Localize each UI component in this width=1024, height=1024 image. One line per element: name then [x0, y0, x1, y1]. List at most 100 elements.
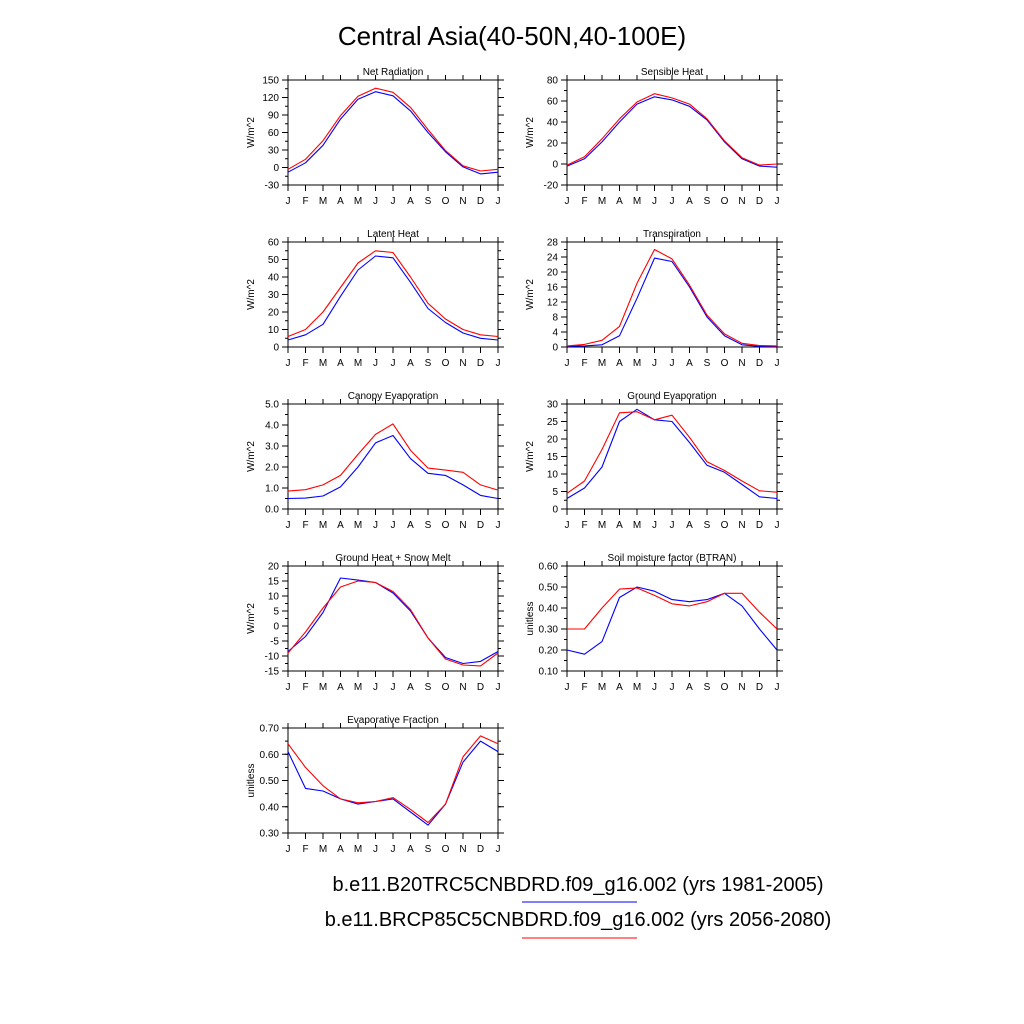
y-tick-label: 120 [262, 93, 279, 104]
panel-title: Latent Heat [367, 229, 419, 240]
y-tick-label: 50 [268, 255, 280, 266]
y-tick-label: 15 [547, 452, 559, 463]
series-line-b [566, 248, 778, 347]
x-tick-label: A [337, 358, 344, 369]
x-tick-label: S [704, 196, 711, 207]
x-tick-label: N [459, 682, 466, 693]
plot-frame [287, 565, 499, 672]
x-tick-label: N [459, 196, 466, 207]
y-tick-label: 80 [547, 76, 559, 87]
x-tick-label: O [721, 358, 729, 369]
x-tick-label: S [425, 844, 432, 855]
series-line-b [287, 423, 499, 492]
x-tick-label: J [670, 196, 675, 207]
panel-title: Ground Evaporation [627, 391, 717, 402]
series-line-a [566, 96, 778, 168]
y-tick-label: -20 [544, 181, 559, 192]
x-tick-label: M [354, 844, 362, 855]
y-tick-label: 5 [552, 487, 558, 498]
series-line-b [287, 735, 499, 824]
y-tick-label: 2.0 [265, 463, 279, 474]
x-tick-label: J [670, 520, 675, 531]
x-tick-label: F [302, 520, 308, 531]
x-tick-label: F [581, 520, 587, 531]
y-tick-label: 10 [268, 325, 280, 336]
x-tick-label: M [598, 520, 606, 531]
x-tick-label: M [598, 358, 606, 369]
y-axis-label: W/m^2 [525, 279, 536, 310]
y-axis-label: W/m^2 [246, 603, 257, 634]
x-tick-label: F [302, 682, 308, 693]
x-tick-label: O [721, 520, 729, 531]
x-tick-label: A [337, 844, 344, 855]
y-tick-label: 10 [547, 470, 559, 481]
series-line-a [566, 586, 778, 655]
x-tick-label: S [704, 682, 711, 693]
y-tick-label: 5.0 [265, 400, 279, 411]
y-tick-label: -5 [270, 637, 279, 648]
x-tick-label: M [319, 520, 327, 531]
y-tick-label: 24 [547, 253, 559, 264]
y-axis-label: unitless [246, 764, 257, 798]
series-line-b [287, 87, 499, 172]
x-tick-label: A [686, 682, 693, 693]
x-tick-label: N [738, 196, 745, 207]
x-tick-label: J [565, 682, 570, 693]
y-tick-label: 4 [552, 328, 558, 339]
x-tick-label: J [286, 520, 291, 531]
x-tick-label: S [704, 520, 711, 531]
y-axis-label: W/m^2 [525, 117, 536, 148]
y-tick-label: 28 [547, 238, 559, 249]
x-tick-label: N [738, 682, 745, 693]
x-tick-label: J [652, 358, 657, 369]
x-tick-label: J [670, 682, 675, 693]
series-line-a [287, 434, 499, 500]
x-tick-label: F [581, 196, 587, 207]
y-tick-label: 16 [547, 283, 559, 294]
x-tick-label: J [496, 844, 501, 855]
y-tick-label: -30 [265, 181, 280, 192]
x-tick-label: J [775, 358, 780, 369]
x-tick-label: A [337, 682, 344, 693]
x-tick-label: M [633, 196, 641, 207]
x-tick-label: D [756, 520, 763, 531]
y-tick-label: 40 [268, 273, 280, 284]
panel-title: Transpiration [643, 229, 701, 240]
x-tick-label: N [738, 520, 745, 531]
x-tick-label: A [616, 358, 623, 369]
y-tick-label: 0.20 [539, 646, 559, 657]
y-tick-label: -15 [265, 667, 280, 678]
x-tick-label: J [286, 358, 291, 369]
x-tick-label: J [652, 520, 657, 531]
panel-title: Evaporative Fraction [347, 715, 439, 726]
x-tick-label: J [391, 520, 396, 531]
y-tick-label: 30 [268, 290, 280, 301]
x-tick-label: M [354, 196, 362, 207]
x-tick-label: M [319, 196, 327, 207]
panel-title: Soil moisture factor (BTRAN) [608, 553, 737, 564]
y-tick-label: 0 [552, 505, 558, 516]
x-tick-label: J [373, 196, 378, 207]
x-tick-label: M [319, 358, 327, 369]
x-tick-label: J [373, 358, 378, 369]
y-tick-label: 0 [273, 343, 279, 354]
y-tick-label: 0.50 [539, 583, 559, 594]
x-tick-label: M [633, 682, 641, 693]
x-tick-label: M [354, 520, 362, 531]
y-tick-label: 0.0 [265, 505, 279, 516]
x-tick-label: A [686, 196, 693, 207]
x-tick-label: J [565, 520, 570, 531]
x-tick-label: O [442, 196, 450, 207]
x-tick-label: F [302, 844, 308, 855]
y-tick-label: 20 [547, 435, 559, 446]
y-tick-label: 4.0 [265, 421, 279, 432]
x-tick-label: J [286, 682, 291, 693]
series-line-a [287, 255, 499, 341]
y-axis-label: W/m^2 [246, 117, 257, 148]
x-tick-label: O [442, 358, 450, 369]
panel-ground-heat-snow-melt: Ground Heat + Snow Melt W/m^2 -15 -10 -5 0 5 10… [246, 553, 504, 693]
